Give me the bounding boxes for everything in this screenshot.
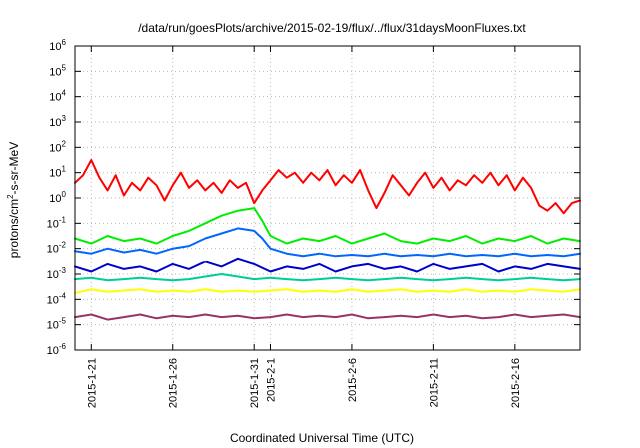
y-tick-base: 10: [49, 41, 61, 53]
y-tick-base: 10: [49, 117, 61, 129]
y-axis-label-rest: -s-sr-MeV: [7, 142, 21, 195]
y-tick-label: 10-2: [47, 241, 67, 256]
x-tick-label: 2015-2-6: [347, 358, 359, 402]
y-tick-base: 10: [47, 244, 59, 256]
y-tick-exp: -6: [59, 342, 67, 351]
y-tick-label: 103: [49, 114, 66, 129]
y-tick-label: 10-1: [47, 215, 67, 230]
y-tick-exp: -2: [59, 241, 67, 250]
series-line-2: [74, 273, 581, 282]
y-tick-label: 104: [49, 89, 66, 104]
series-line-0: [74, 313, 581, 321]
y-tick-label: 105: [49, 63, 66, 78]
y-tick-label: 100: [49, 190, 66, 205]
series-line-3: [74, 257, 581, 273]
y-tick-exp: 4: [62, 89, 67, 98]
y-tick-exp: 5: [62, 63, 67, 72]
y-tick-exp: -4: [59, 291, 67, 300]
y-tick-base: 10: [49, 92, 61, 104]
x-tick-label: 2015-1-21: [86, 358, 98, 408]
y-tick-label: 106: [49, 38, 66, 53]
y-tick-label: 10-6: [47, 342, 67, 357]
y-axis-label-main: protons/cm: [7, 199, 21, 258]
y-axis: 10-610-510-410-310-210-11001011021031041…: [47, 38, 580, 357]
y-tick-base: 10: [47, 269, 59, 281]
x-tick-label: 2015-1-26: [168, 358, 180, 408]
y-tick-base: 10: [47, 294, 59, 306]
y-tick-exp: 0: [62, 190, 67, 199]
y-axis-label-sup: 2: [6, 194, 15, 199]
y-tick-exp: 3: [62, 114, 67, 123]
y-tick-exp: -5: [59, 317, 67, 326]
series-line-4: [74, 252, 581, 263]
series-line-5: [74, 227, 581, 258]
series-line-6: [74, 207, 581, 245]
x-axis-label: Coordinated Universal Time (UTC): [230, 431, 414, 445]
x-tick-label: 2015-2-16: [510, 358, 522, 408]
series-layer: [74, 159, 581, 321]
x-axis: 2015-1-21 2015-1-26 2015-1-31 2015-2-1 2015-…: [86, 46, 522, 408]
y-tick-label: 101: [49, 165, 66, 180]
y-tick-label: 10-4: [47, 291, 67, 306]
x-tick-label: 2015-2-1: [265, 358, 277, 402]
y-tick-label: 102: [49, 139, 66, 154]
y-tick-base: 10: [49, 142, 61, 154]
y-tick-exp: 1: [62, 165, 67, 174]
grid-lines: [75, 46, 580, 350]
y-tick-exp: 2: [62, 139, 67, 148]
series-line-1: [74, 288, 581, 294]
y-tick-base: 10: [47, 345, 59, 357]
y-tick-base: 10: [47, 218, 59, 230]
y-axis-label: protons/cm2-s-sr-MeV: [6, 142, 21, 258]
series-line-7: [74, 159, 581, 215]
x-tick-label: 2015-1-31: [249, 358, 261, 408]
y-tick-exp: -3: [59, 266, 67, 275]
chart-title: /data/run/goesPlots/archive/2015-02-19/f…: [138, 21, 526, 35]
y-tick-exp: -1: [59, 215, 67, 224]
y-tick-label: 10-5: [47, 317, 67, 332]
y-tick-base: 10: [47, 320, 59, 332]
y-tick-base: 10: [49, 66, 61, 78]
y-tick-exp: 6: [62, 38, 67, 47]
y-tick-label: 10-3: [47, 266, 67, 281]
y-tick-base: 10: [49, 193, 61, 205]
y-tick-base: 10: [49, 168, 61, 180]
x-tick-label: 2015-2-11: [428, 358, 440, 407]
